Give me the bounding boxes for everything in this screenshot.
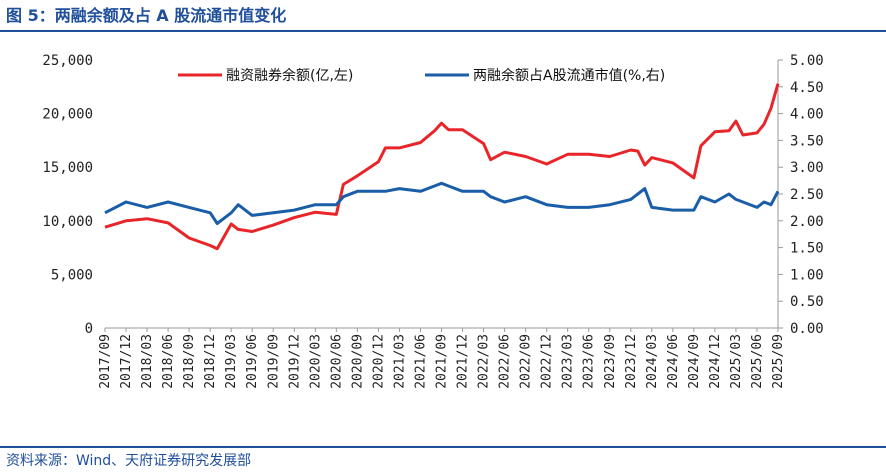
x-axis-tick-label: 2018/09 [182,334,197,389]
right-axis-tick-label: 1.50 [790,241,824,257]
x-axis-tick-label: 2020/03 [308,334,323,389]
x-axis-tick-label: 2017/09 [98,334,113,389]
x-axis-tick-label: 2024/12 [708,334,723,389]
x-axis-tick-label: 2023/03 [561,334,576,389]
x-axis-tick-label: 2019/03 [224,334,239,389]
left-axis-tick-label: 10,000 [42,214,93,230]
right-axis-tick-label: 3.00 [790,160,824,176]
margin-balance-chart: 0 5,000 10,000 15,000 20,000 25,000 0.00 0.50 1… [42,53,824,389]
series-lines [104,83,780,251]
x-axis-tick-label: 2025/03 [729,334,744,389]
left-axis-tick-label: 5,000 [51,267,93,283]
right-axis-tick-label: 5.00 [790,53,824,69]
x-axis-tick-label: 2023/12 [624,334,639,389]
right-axis-tick-labels: 0.00 0.50 1.00 1.50 2.00 2.50 3.00 3.50 4.00 4.50… [778,53,824,337]
x-axis-tick-label: 2024/09 [687,334,702,389]
series-line-margin-balance [104,83,780,251]
left-axis-tick-labels: 0 5,000 10,000 15,000 20,000 25,000 [42,53,93,337]
x-axis-tick-label: 2019/12 [287,334,302,389]
x-axis-tick-label: 2018/12 [203,334,218,389]
legend: 融资融券余额(亿,左) 两融余额占A股流通市值(%,右) [178,67,665,84]
x-axis-tick-label: 2020/12 [371,334,386,389]
series-line-market-cap-ratio [104,181,780,225]
x-axis-tick-label: 2024/06 [666,334,681,389]
x-axis-tick-label: 2022/12 [540,334,555,389]
x-axis-tick-labels: 2017/09 2017/12 2018/03 2018/06 2018/09 2018/… [98,328,786,389]
x-axis-tick-label: 2022/09 [519,334,534,389]
x-axis-tick-label: 2019/09 [266,334,281,389]
x-axis-tick-label: 2020/06 [329,334,344,389]
x-axis-tick-label: 2018/06 [161,334,176,389]
right-axis-tick-label: 3.50 [790,133,824,149]
x-axis-tick-label: 2021/06 [413,334,428,389]
x-axis-tick-label: 2019/06 [245,334,260,389]
x-axis-tick-label: 2018/03 [140,334,155,389]
chart-axes [105,60,779,329]
legend-label-market-cap-ratio: 两融余额占A股流通市值(%,右) [473,67,665,84]
x-axis-tick-label: 2025/09 [771,334,786,389]
x-axis-tick-label: 2024/03 [645,334,660,389]
right-axis-tick-label: 0.50 [790,294,824,310]
x-axis-tick-label: 2017/12 [119,334,134,389]
x-axis-tick-label: 2022/03 [477,334,492,389]
right-axis-tick-label: 4.00 [790,107,824,123]
right-axis-tick-label: 2.50 [790,187,824,203]
source-rule [0,446,886,448]
right-axis-tick-label: 4.50 [790,80,824,96]
title-rule [0,30,886,32]
x-axis-tick-label: 2023/06 [582,334,597,389]
legend-label-margin-balance: 融资融券余额(亿,左) [226,67,353,84]
source-note: 资料来源：Wind、天府证券研究发展部 [6,453,252,469]
left-axis-tick-label: 0 [85,321,93,337]
figure-title: 图 5：两融余额及占 A 股流通市值变化 [6,6,287,25]
x-axis-tick-label: 2023/09 [603,334,618,389]
right-axis-tick-label: 1.00 [790,267,824,283]
right-axis-tick-label: 2.00 [790,214,824,230]
x-axis-tick-label: 2022/06 [498,334,513,389]
right-axis-tick-label: 0.00 [790,321,824,337]
left-axis-tick-label: 20,000 [42,107,93,123]
x-axis-tick-label: 2025/06 [750,334,765,389]
x-axis-tick-label: 2021/03 [392,334,407,389]
x-axis-tick-label: 2021/12 [456,334,471,389]
left-axis-tick-label: 25,000 [42,53,93,69]
x-axis-tick-label: 2020/09 [350,334,365,389]
x-axis-tick-label: 2021/09 [435,334,450,389]
left-axis-tick-label: 15,000 [42,160,93,176]
